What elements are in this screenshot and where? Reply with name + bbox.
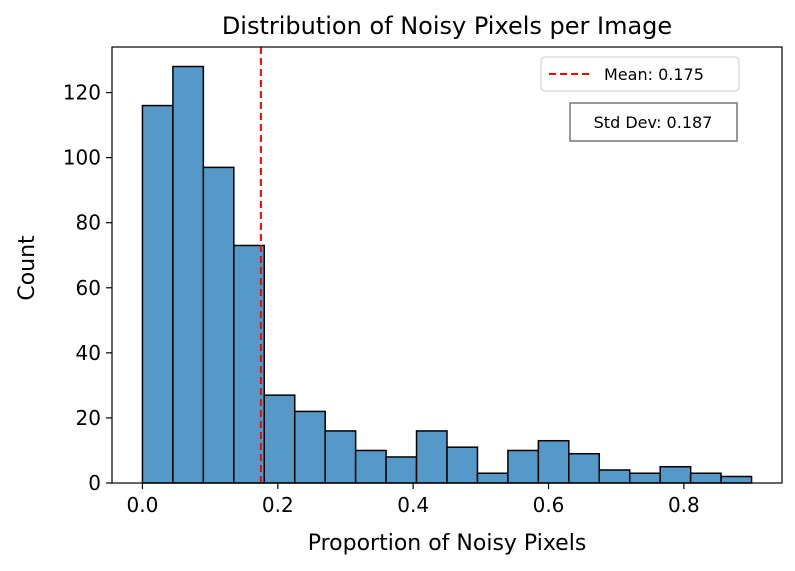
std-dev-box: [569, 102, 738, 142]
histogram-bar: [689, 472, 722, 484]
y-tick-label: 100: [63, 146, 101, 170]
histogram-bar: [507, 449, 540, 484]
std-dev-annotation: Std Dev: 0.187: [569, 102, 738, 142]
std-dev-label: Std Dev: 0.187: [594, 113, 713, 132]
legend: Mean: 0.175: [540, 56, 740, 92]
histogram-bar: [263, 394, 296, 484]
histogram-bar: [568, 452, 601, 484]
histogram-bar: [354, 449, 387, 484]
histogram-bar: [659, 465, 692, 484]
histogram-bar: [202, 166, 235, 484]
histogram-bar: [141, 104, 174, 484]
histogram-bar: [446, 446, 479, 484]
x-tick-label: 0.2: [262, 493, 294, 517]
histogram-bar: [598, 469, 631, 484]
y-axis-ticks: 0 20 40 60 80 100 120: [63, 81, 112, 495]
y-axis-title: Count: [15, 235, 40, 301]
x-axis-title: Proportion of Noisy Pixels: [308, 531, 587, 556]
histogram-bar: [324, 430, 357, 484]
histogram-bar: [537, 439, 570, 484]
y-tick-label: 40: [76, 341, 101, 365]
x-tick-label: 0.8: [668, 493, 700, 517]
histogram-bar: [415, 430, 448, 484]
y-tick-label: 120: [63, 81, 101, 105]
legend-label-mean: Mean: 0.175: [604, 65, 704, 84]
histogram-bar: [293, 410, 326, 484]
histogram-bar: [385, 456, 418, 484]
x-tick-label: 0.4: [397, 493, 429, 517]
legend-box: [540, 56, 740, 92]
y-tick-label: 0: [88, 471, 101, 495]
x-tick-label: 0.6: [533, 493, 565, 517]
plot-frame: [111, 46, 783, 484]
x-tick-label: 0.0: [127, 493, 159, 517]
histogram-bar: [628, 472, 661, 484]
x-axis-ticks: 0.0 0.2 0.4 0.6 0.8: [127, 483, 700, 517]
histogram-bar: [720, 475, 753, 484]
histogram-bar: [476, 472, 509, 484]
y-tick-label: 80: [76, 211, 101, 235]
y-tick-label: 20: [76, 406, 101, 430]
chart-title: Distribution of Noisy Pixels per Image: [222, 12, 672, 40]
y-tick-label: 60: [76, 276, 101, 300]
histogram-bar: [233, 244, 266, 484]
histogram-bar: [172, 65, 205, 484]
bars-group: [141, 65, 753, 484]
